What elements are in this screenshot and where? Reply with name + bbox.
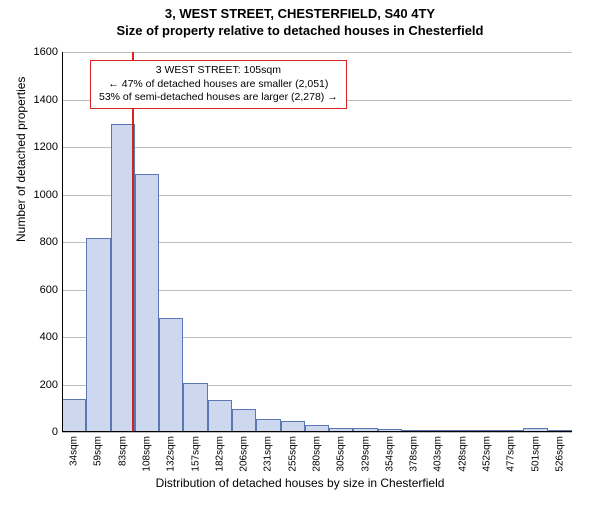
x-tick-label: 83sqm — [117, 436, 128, 466]
marker-line — [132, 52, 134, 432]
x-tick-label: 378sqm — [409, 436, 420, 472]
x-tick-label: 477sqm — [506, 436, 517, 472]
annotation-line-1: 3 WEST STREET: 105sqm — [99, 64, 338, 78]
gridline — [62, 52, 572, 53]
x-axis-line — [62, 431, 572, 432]
y-tick-label: 400 — [18, 331, 58, 343]
x-tick-label: 428sqm — [457, 436, 468, 472]
histogram-bar — [159, 318, 183, 432]
y-tick-label: 0 — [18, 426, 58, 438]
title-line-1: 3, WEST STREET, CHESTERFIELD, S40 4TY — [0, 6, 600, 21]
y-tick-label: 1600 — [18, 46, 58, 58]
histogram-bar — [62, 399, 86, 432]
chart-title-block: 3, WEST STREET, CHESTERFIELD, S40 4TY Si… — [0, 6, 600, 38]
x-tick-label: 305sqm — [336, 436, 347, 472]
y-tick-label: 600 — [18, 284, 58, 296]
histogram-bar — [183, 383, 207, 432]
title-line-2: Size of property relative to detached ho… — [0, 23, 600, 38]
x-axis-label: Distribution of detached houses by size … — [0, 476, 600, 490]
x-tick-label: 34sqm — [69, 436, 80, 466]
gridline — [62, 147, 572, 148]
annotation-box: 3 WEST STREET: 105sqm ← 47% of detached … — [90, 60, 347, 109]
x-tick-label: 452sqm — [482, 436, 493, 472]
histogram-bar — [86, 238, 110, 432]
annotation-line-2: ← 47% of detached houses are smaller (2,… — [99, 78, 338, 92]
x-tick-label: 526sqm — [554, 436, 565, 472]
x-tick-label: 182sqm — [214, 436, 225, 472]
y-axis-line — [62, 52, 63, 432]
y-tick-label: 1400 — [18, 94, 58, 106]
chart-plot-area: 02004006008001000120014001600 34sqm59sqm… — [62, 52, 572, 432]
x-tick-label: 231sqm — [263, 436, 274, 472]
histogram-bar — [208, 400, 232, 432]
x-tick-label: 329sqm — [360, 436, 371, 472]
y-tick-label: 200 — [18, 379, 58, 391]
x-tick-label: 59sqm — [93, 436, 104, 466]
x-tick-label: 108sqm — [142, 436, 153, 472]
x-tick-label: 157sqm — [190, 436, 201, 472]
x-tick-label: 132sqm — [166, 436, 177, 472]
x-tick-label: 255sqm — [287, 436, 298, 472]
histogram-bar — [135, 174, 159, 432]
x-tick-label: 403sqm — [433, 436, 444, 472]
y-tick-label: 1000 — [18, 189, 58, 201]
x-tick-label: 206sqm — [239, 436, 250, 472]
annotation-line-3: 53% of semi-detached houses are larger (… — [99, 91, 338, 105]
x-tick-label: 280sqm — [312, 436, 323, 472]
gridline — [62, 432, 572, 433]
x-tick-label: 501sqm — [530, 436, 541, 472]
x-tick-label: 354sqm — [384, 436, 395, 472]
histogram-bar — [232, 409, 256, 432]
y-tick-label: 800 — [18, 236, 58, 248]
y-tick-label: 1200 — [18, 141, 58, 153]
